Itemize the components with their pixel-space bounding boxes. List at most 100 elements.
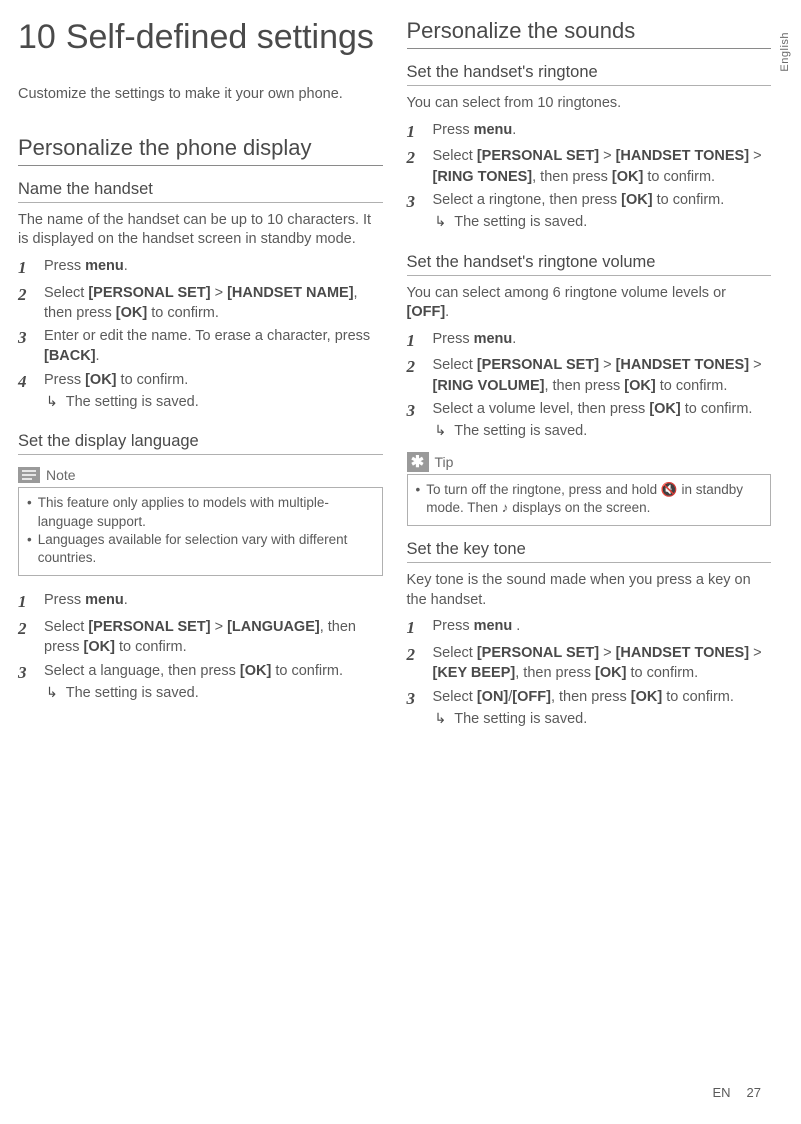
callout-header: ✱ Tip: [407, 452, 772, 475]
note-callout: Note •This feature only applies to model…: [18, 465, 383, 576]
chapter-title-text: Self-defined settings: [66, 18, 374, 57]
step-list: 1 Press menu. 2 Select [PERSONAL SET] > …: [407, 120, 772, 233]
tip-icon: ✱: [407, 452, 429, 472]
step-text: Press menu.: [433, 329, 772, 349]
tip-item: •To turn off the ringtone, press and hol…: [416, 481, 763, 517]
body-text: You can select among 6 ringtone volume l…: [407, 284, 772, 323]
section-heading: Personalize the phone display: [18, 135, 383, 166]
step-text: Select a ringtone, then press [OK] to co…: [433, 190, 772, 233]
section-heading: Personalize the sounds: [407, 18, 772, 49]
step-text: Select a volume level, then press [OK] t…: [433, 399, 772, 442]
step-number: 2: [407, 355, 423, 379]
step-text: Select [ON]/[OFF], then press [OK] to co…: [433, 687, 772, 730]
result-arrow-icon: ↳: [435, 709, 447, 729]
step-number: 3: [18, 661, 34, 685]
subsection-heading: Set the handset's ringtone: [407, 63, 772, 86]
intro-text: Customize the settings to make it your o…: [18, 85, 383, 105]
step-result: ↳The setting is saved.: [46, 392, 383, 412]
step-text: Press menu.: [433, 120, 772, 140]
step-result: ↳The setting is saved.: [435, 212, 772, 232]
step-item: 1 Press menu.: [18, 256, 383, 280]
step-number: 1: [407, 329, 423, 353]
step-number: 1: [18, 256, 34, 280]
step-number: 3: [407, 687, 423, 711]
step-item: 2 Select [PERSONAL SET] > [HANDSET NAME]…: [18, 283, 383, 324]
step-item: 2 Select [PERSONAL SET] > [HANDSET TONES…: [407, 146, 772, 187]
step-number: 3: [18, 326, 34, 350]
step-item: 3 Select [ON]/[OFF], then press [OK] to …: [407, 687, 772, 730]
step-number: 2: [18, 617, 34, 641]
tip-callout: ✱ Tip •To turn off the ringtone, press a…: [407, 452, 772, 526]
step-text: Enter or edit the name. To erase a chara…: [44, 326, 383, 367]
page-footer: EN 27: [712, 1085, 761, 1100]
step-number: 2: [18, 283, 34, 307]
step-text: Press menu .: [433, 616, 772, 636]
step-item: 3 Select a volume level, then press [OK]…: [407, 399, 772, 442]
step-text: Select [PERSONAL SET] > [HANDSET TONES] …: [433, 146, 772, 187]
body-text: Key tone is the sound made when you pres…: [407, 571, 772, 610]
body-text: The name of the handset can be up to 10 …: [18, 211, 383, 250]
step-text: Press menu.: [44, 256, 383, 276]
step-number: 4: [18, 370, 34, 394]
step-list: 1 Press menu . 2 Select [PERSONAL SET] >…: [407, 616, 772, 729]
step-result: ↳The setting is saved.: [46, 683, 383, 703]
mute-icon: 🔇: [661, 482, 678, 497]
subsection-heading: Set the key tone: [407, 540, 772, 563]
footer-page-number: 27: [747, 1085, 761, 1100]
note-item: •This feature only applies to models wit…: [27, 494, 374, 530]
callout-title: Tip: [435, 454, 454, 470]
callout-title: Note: [46, 467, 76, 483]
subsection-heading: Set the handset's ringtone volume: [407, 253, 772, 276]
result-arrow-icon: ↳: [46, 683, 58, 703]
step-number: 2: [407, 643, 423, 667]
step-number: 1: [407, 120, 423, 144]
result-arrow-icon: ↳: [435, 212, 447, 232]
step-item: 2 Select [PERSONAL SET] > [HANDSET TONES…: [407, 643, 772, 684]
right-column: Personalize the sounds Set the handset's…: [407, 18, 772, 732]
step-list: 1 Press menu. 2 Select [PERSONAL SET] > …: [407, 329, 772, 442]
note-item: •Languages available for selection vary …: [27, 531, 374, 567]
callout-header: Note: [18, 465, 383, 488]
step-item: 1 Press menu .: [407, 616, 772, 640]
step-item: 1 Press menu.: [407, 120, 772, 144]
step-result: ↳The setting is saved.: [435, 709, 772, 729]
step-item: 3 Enter or edit the name. To erase a cha…: [18, 326, 383, 367]
left-column: 10 Self-defined settings Customize the s…: [18, 18, 383, 732]
step-number: 3: [407, 399, 423, 423]
step-number: 1: [18, 590, 34, 614]
step-item: 3 Select a language, then press [OK] to …: [18, 661, 383, 704]
step-result: ↳The setting is saved.: [435, 421, 772, 441]
body-text: You can select from 10 ringtones.: [407, 94, 772, 114]
step-text: Press menu.: [44, 590, 383, 610]
step-item: 2 Select [PERSONAL SET] > [LANGUAGE], th…: [18, 617, 383, 658]
note-music-icon: ♪: [502, 500, 509, 515]
chapter-number: 10: [18, 18, 56, 57]
step-number: 1: [407, 616, 423, 640]
note-icon: [18, 465, 40, 485]
subsection-heading: Set the display language: [18, 432, 383, 455]
step-list: 1 Press menu. 2 Select [PERSONAL SET] > …: [18, 590, 383, 703]
step-item: 1 Press menu.: [18, 590, 383, 614]
callout-body: •This feature only applies to models wit…: [18, 488, 383, 576]
step-text: Select [PERSONAL SET] > [HANDSET TONES] …: [433, 355, 772, 396]
step-list: 1 Press menu. 2 Select [PERSONAL SET] > …: [18, 256, 383, 413]
step-item: 2 Select [PERSONAL SET] > [HANDSET TONES…: [407, 355, 772, 396]
result-arrow-icon: ↳: [435, 421, 447, 441]
step-text: Select a language, then press [OK] to co…: [44, 661, 383, 704]
step-item: 3 Select a ringtone, then press [OK] to …: [407, 190, 772, 233]
result-arrow-icon: ↳: [46, 392, 58, 412]
step-text: Press [OK] to confirm. ↳The setting is s…: [44, 370, 383, 413]
step-number: 3: [407, 190, 423, 214]
step-text: Select [PERSONAL SET] > [HANDSET NAME], …: [44, 283, 383, 324]
subsection-heading: Name the handset: [18, 180, 383, 203]
step-text: Select [PERSONAL SET] > [LANGUAGE], then…: [44, 617, 383, 658]
step-item: 4 Press [OK] to confirm. ↳The setting is…: [18, 370, 383, 413]
step-item: 1 Press menu.: [407, 329, 772, 353]
chapter-title: 10 Self-defined settings: [18, 18, 383, 57]
language-tab: English: [779, 32, 791, 72]
callout-body: •To turn off the ringtone, press and hol…: [407, 475, 772, 526]
page-content: 10 Self-defined settings Customize the s…: [0, 0, 801, 762]
step-text: Select [PERSONAL SET] > [HANDSET TONES] …: [433, 643, 772, 684]
footer-language: EN: [712, 1085, 730, 1100]
step-number: 2: [407, 146, 423, 170]
